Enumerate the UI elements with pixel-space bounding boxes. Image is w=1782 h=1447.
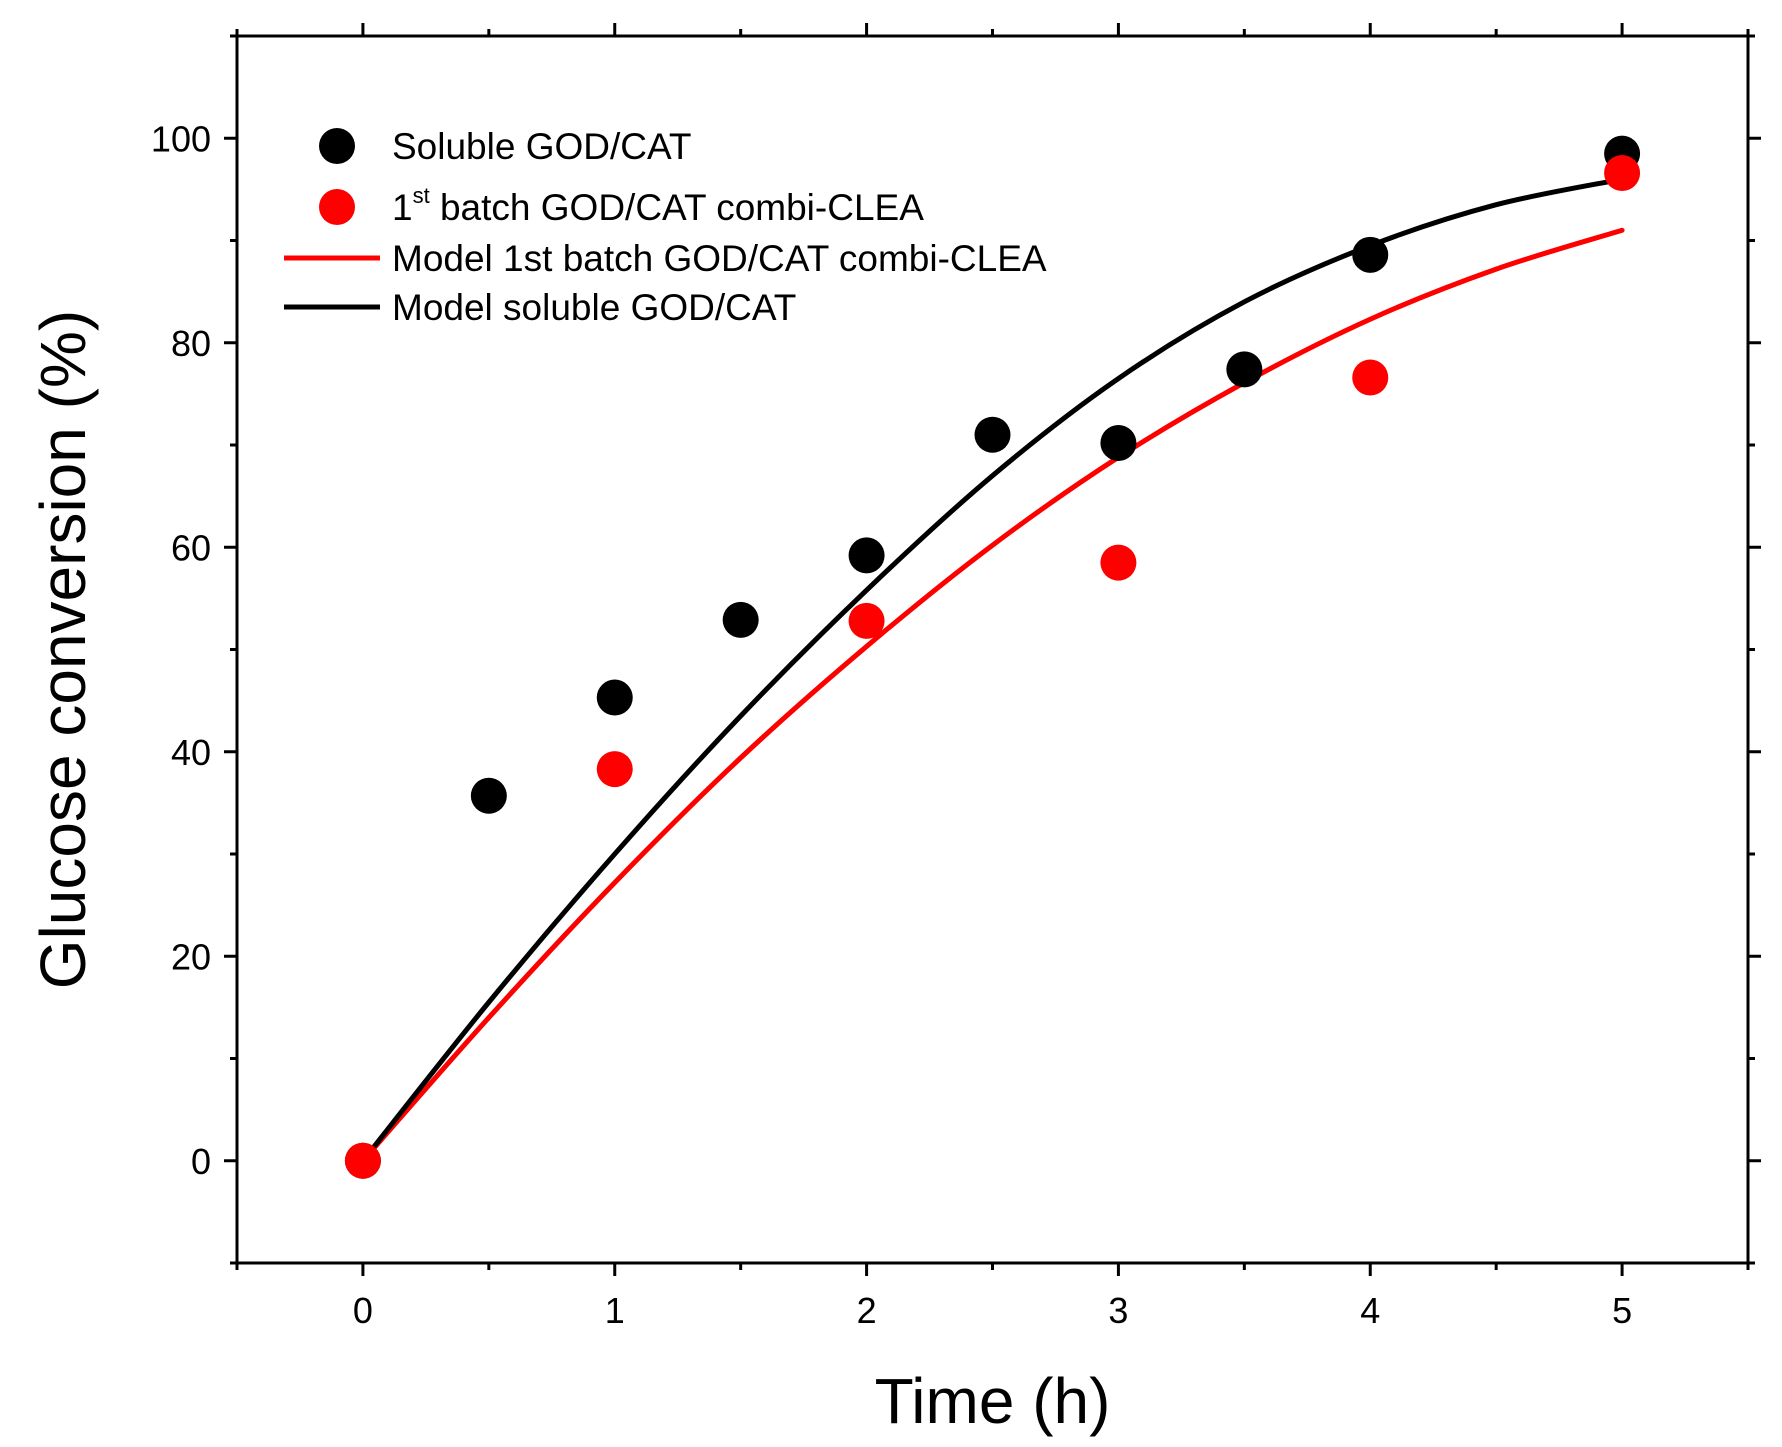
data-points <box>344 135 1641 1179</box>
model-line-combi-clea <box>360 227 1625 1164</box>
x-tick-label: 1 <box>605 1290 625 1331</box>
legend: Soluble GOD/CAT 1st batch GOD/CAT combi-… <box>284 126 1047 328</box>
point-combi-clea <box>596 751 633 788</box>
point-combi-clea <box>1352 359 1389 396</box>
point-soluble <box>722 601 759 638</box>
point-soluble <box>1352 236 1389 273</box>
tick-labels: 0 1 2 3 4 5 0 20 40 60 80 100 <box>151 118 1632 1331</box>
legend-label-superscript: st <box>413 183 430 208</box>
legend-marker-combi-clea <box>319 189 355 225</box>
x-tick-label: 0 <box>353 1290 373 1331</box>
y-tick-label: 60 <box>171 527 211 568</box>
model-lines <box>360 176 1625 1164</box>
y-tick-label: 100 <box>151 118 211 159</box>
point-soluble <box>596 679 633 716</box>
legend-marker-soluble <box>319 128 355 164</box>
legend-label-model-combi-clea: Model 1st batch GOD/CAT combi-CLEA <box>392 238 1047 279</box>
x-axis-title: Time (h) <box>875 1365 1111 1437</box>
model-line-soluble <box>360 176 1625 1164</box>
y-tick-label: 20 <box>171 936 211 977</box>
y-tick-label: 40 <box>171 732 211 773</box>
y-tick-label: 80 <box>171 323 211 364</box>
point-soluble <box>974 416 1011 453</box>
legend-label-model-soluble: Model soluble GOD/CAT <box>392 287 796 328</box>
legend-label-prefix: 1 <box>392 187 413 228</box>
legend-label-soluble: Soluble GOD/CAT <box>392 126 692 167</box>
point-soluble <box>848 537 885 574</box>
y-tick-label: 0 <box>191 1141 211 1182</box>
point-combi-clea <box>344 1142 381 1179</box>
plot-frame <box>235 34 1750 1265</box>
point-combi-clea <box>848 602 885 639</box>
point-soluble <box>1226 351 1263 388</box>
x-tick-label: 2 <box>857 1290 877 1331</box>
legend-label-rest: batch GOD/CAT combi-CLEA <box>430 187 924 228</box>
point-soluble <box>1100 424 1137 461</box>
x-tick-label: 4 <box>1360 1290 1380 1331</box>
point-combi-clea <box>1604 155 1641 192</box>
x-tick-label: 5 <box>1612 1290 1632 1331</box>
y-axis-title: Glucose conversion (%) <box>27 310 99 989</box>
legend-label-combi-clea: 1st batch GOD/CAT combi-CLEA <box>392 183 924 228</box>
point-combi-clea <box>1100 544 1137 581</box>
point-soluble <box>470 777 507 814</box>
x-tick-label: 3 <box>1108 1290 1128 1331</box>
axis-ticks <box>224 23 1761 1276</box>
